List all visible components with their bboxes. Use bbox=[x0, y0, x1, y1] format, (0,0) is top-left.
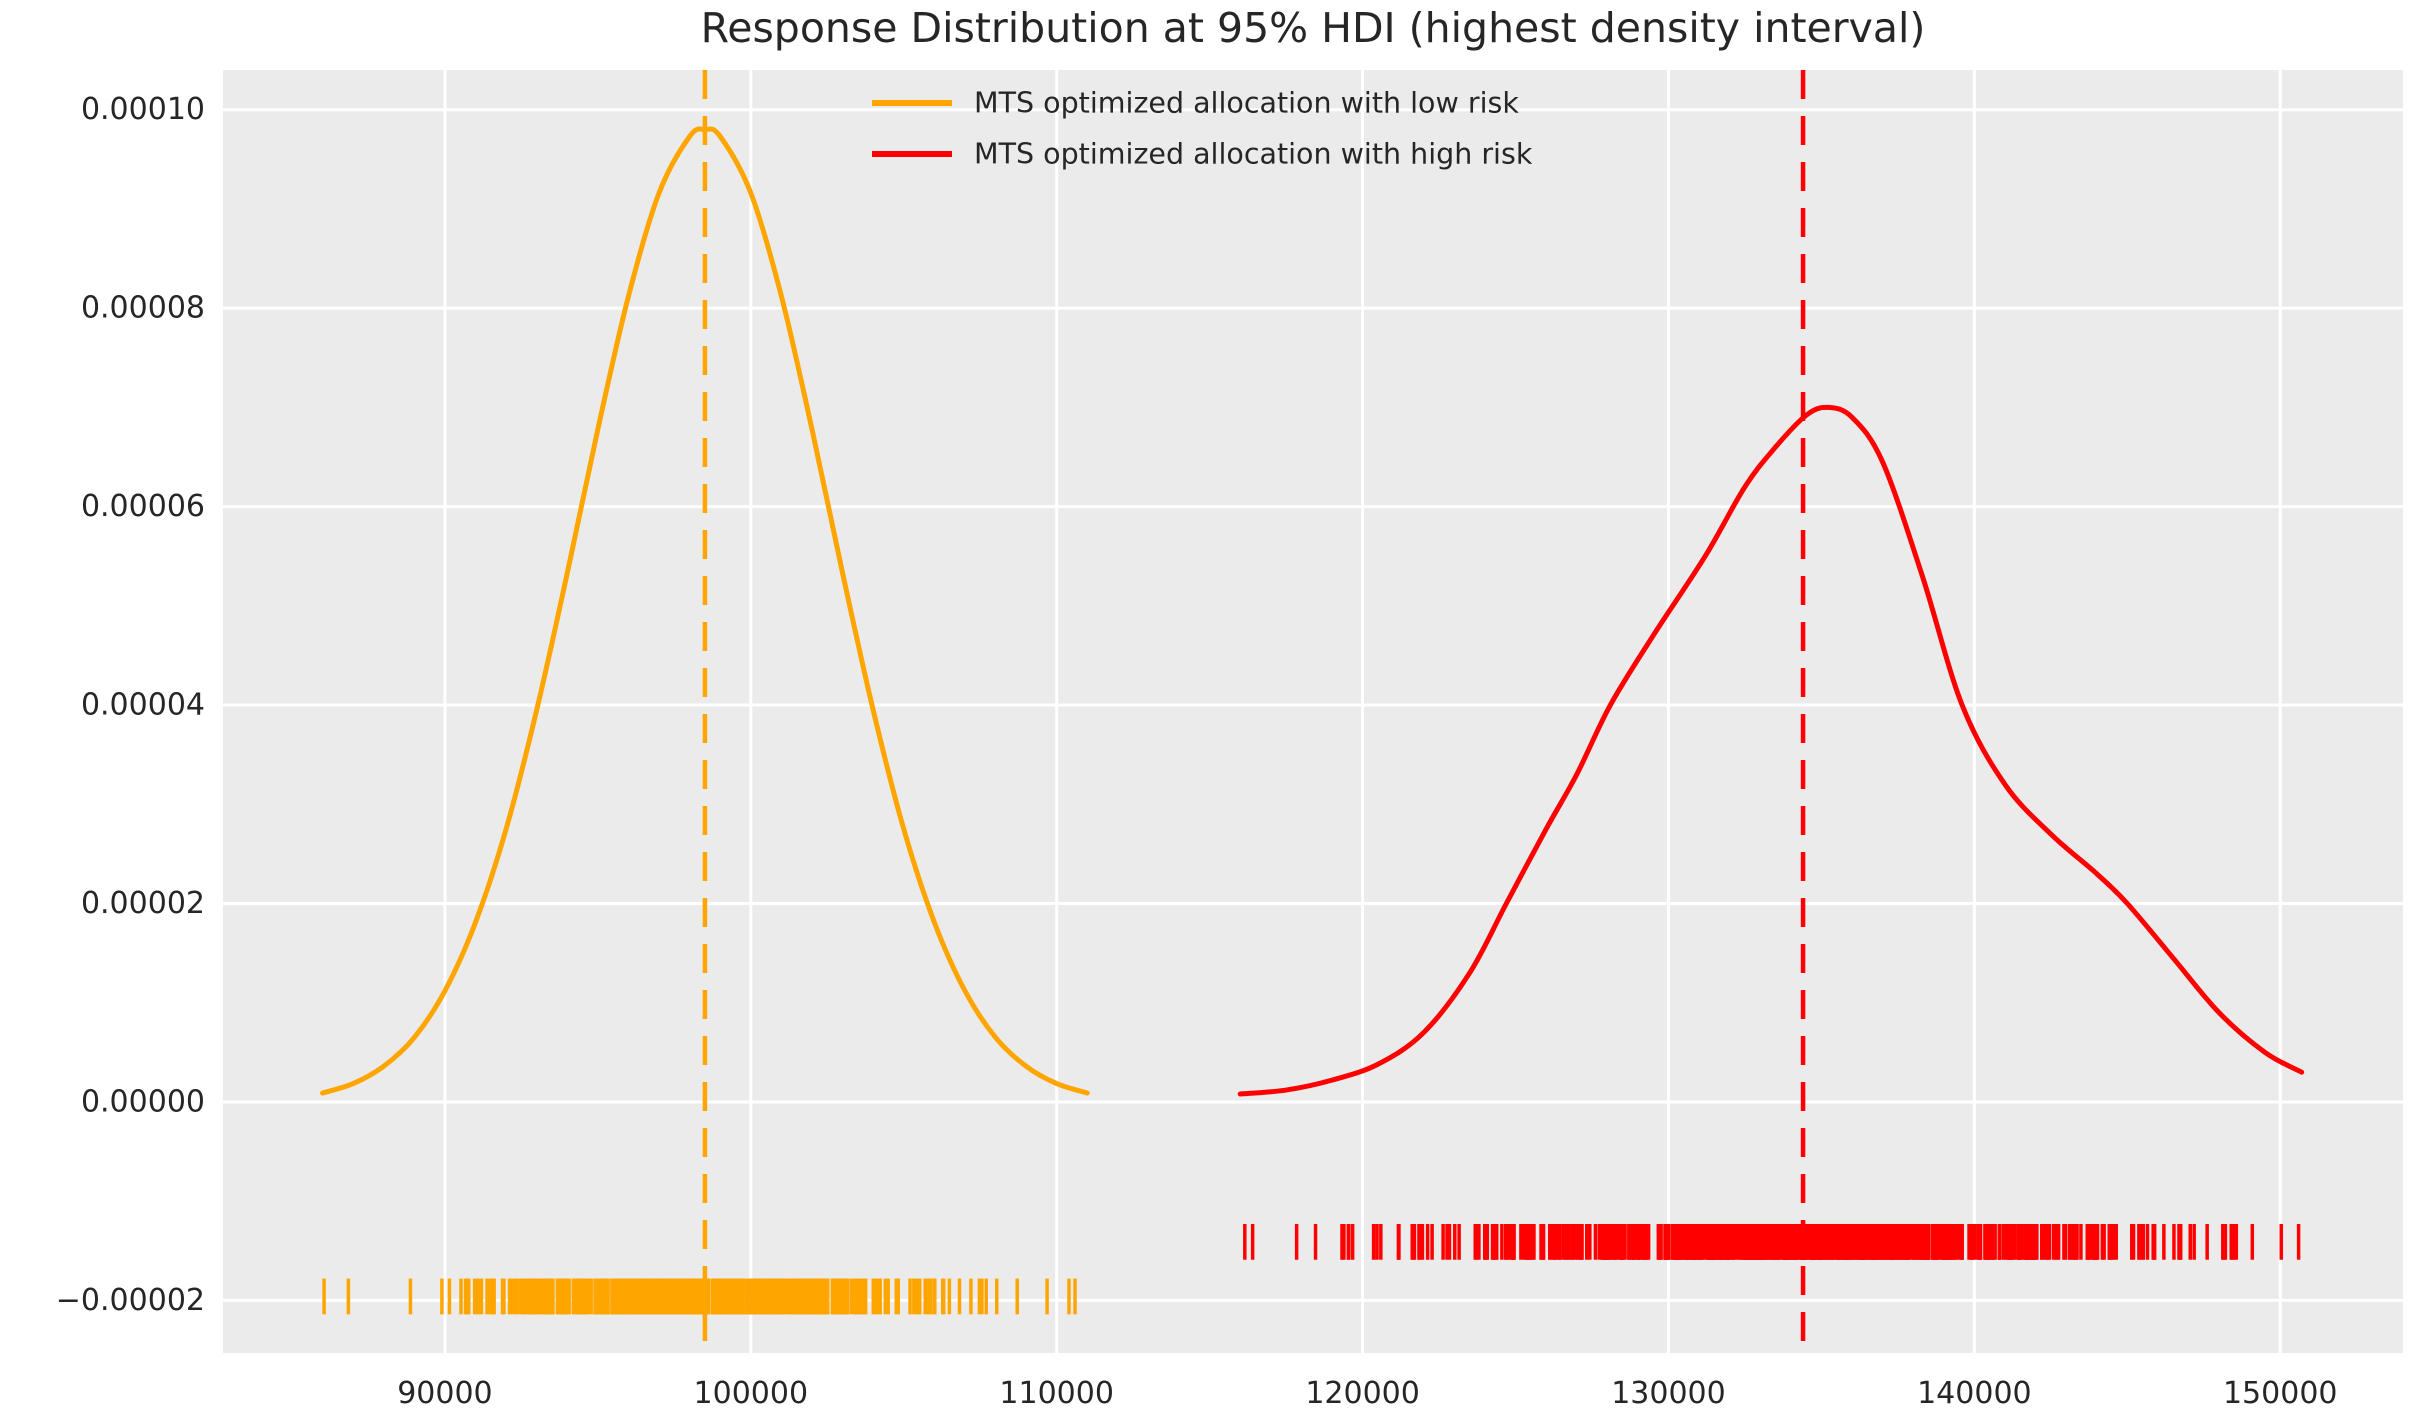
rug-high-risk bbox=[1243, 1224, 2301, 1260]
x-tick-label: 130000 bbox=[1611, 1376, 1726, 1411]
x-axis-tick-labels: 90000 100000 110000 120000 130000 140000 15000… bbox=[397, 1376, 2337, 1411]
y-tick-label: 0.00008 bbox=[81, 291, 205, 326]
x-tick-label: 90000 bbox=[397, 1376, 492, 1411]
y-tick-label: 0.00000 bbox=[81, 1084, 205, 1119]
y-tick-label: 0.00010 bbox=[81, 92, 205, 127]
legend: MTS optimized allocation with low risk M… bbox=[872, 87, 1533, 171]
x-tick-label: 150000 bbox=[2223, 1376, 2338, 1411]
mean-dashed-lines bbox=[702, 70, 1806, 1353]
x-tick-label: 110000 bbox=[999, 1376, 1114, 1411]
rug-low-risk bbox=[322, 1278, 1077, 1315]
chart-title: Response Distribution at 95% HDI (highes… bbox=[701, 4, 1926, 52]
density-curves bbox=[320, 126, 2305, 1097]
y-tick-label: 0.00006 bbox=[81, 489, 205, 524]
rug-plots bbox=[322, 1224, 2301, 1315]
y-tick-label: 0.00002 bbox=[81, 886, 205, 921]
legend-label-high-risk: MTS optimized allocation with high risk bbox=[974, 138, 1533, 171]
legend-item-high-risk: MTS optimized allocation with high risk bbox=[872, 138, 1533, 171]
gridlines bbox=[223, 70, 2403, 1353]
legend-label-low-risk: MTS optimized allocation with low risk bbox=[974, 87, 1519, 120]
x-tick-label: 120000 bbox=[1305, 1376, 1420, 1411]
y-tick-label: 0.00004 bbox=[81, 688, 205, 723]
x-tick-label: 140000 bbox=[1917, 1376, 2032, 1411]
y-tick-label: −0.00002 bbox=[56, 1283, 205, 1318]
y-axis-tick-labels: 0.00010 0.00008 0.00006 0.00004 0.00002 0.000… bbox=[56, 92, 205, 1318]
kde-curve-low-risk bbox=[320, 126, 1090, 1096]
kde-curve-high-risk bbox=[1237, 404, 2305, 1097]
plot-background bbox=[223, 70, 2403, 1353]
x-tick-label: 100000 bbox=[694, 1376, 809, 1411]
legend-item-low-risk: MTS optimized allocation with low risk bbox=[872, 87, 1519, 120]
